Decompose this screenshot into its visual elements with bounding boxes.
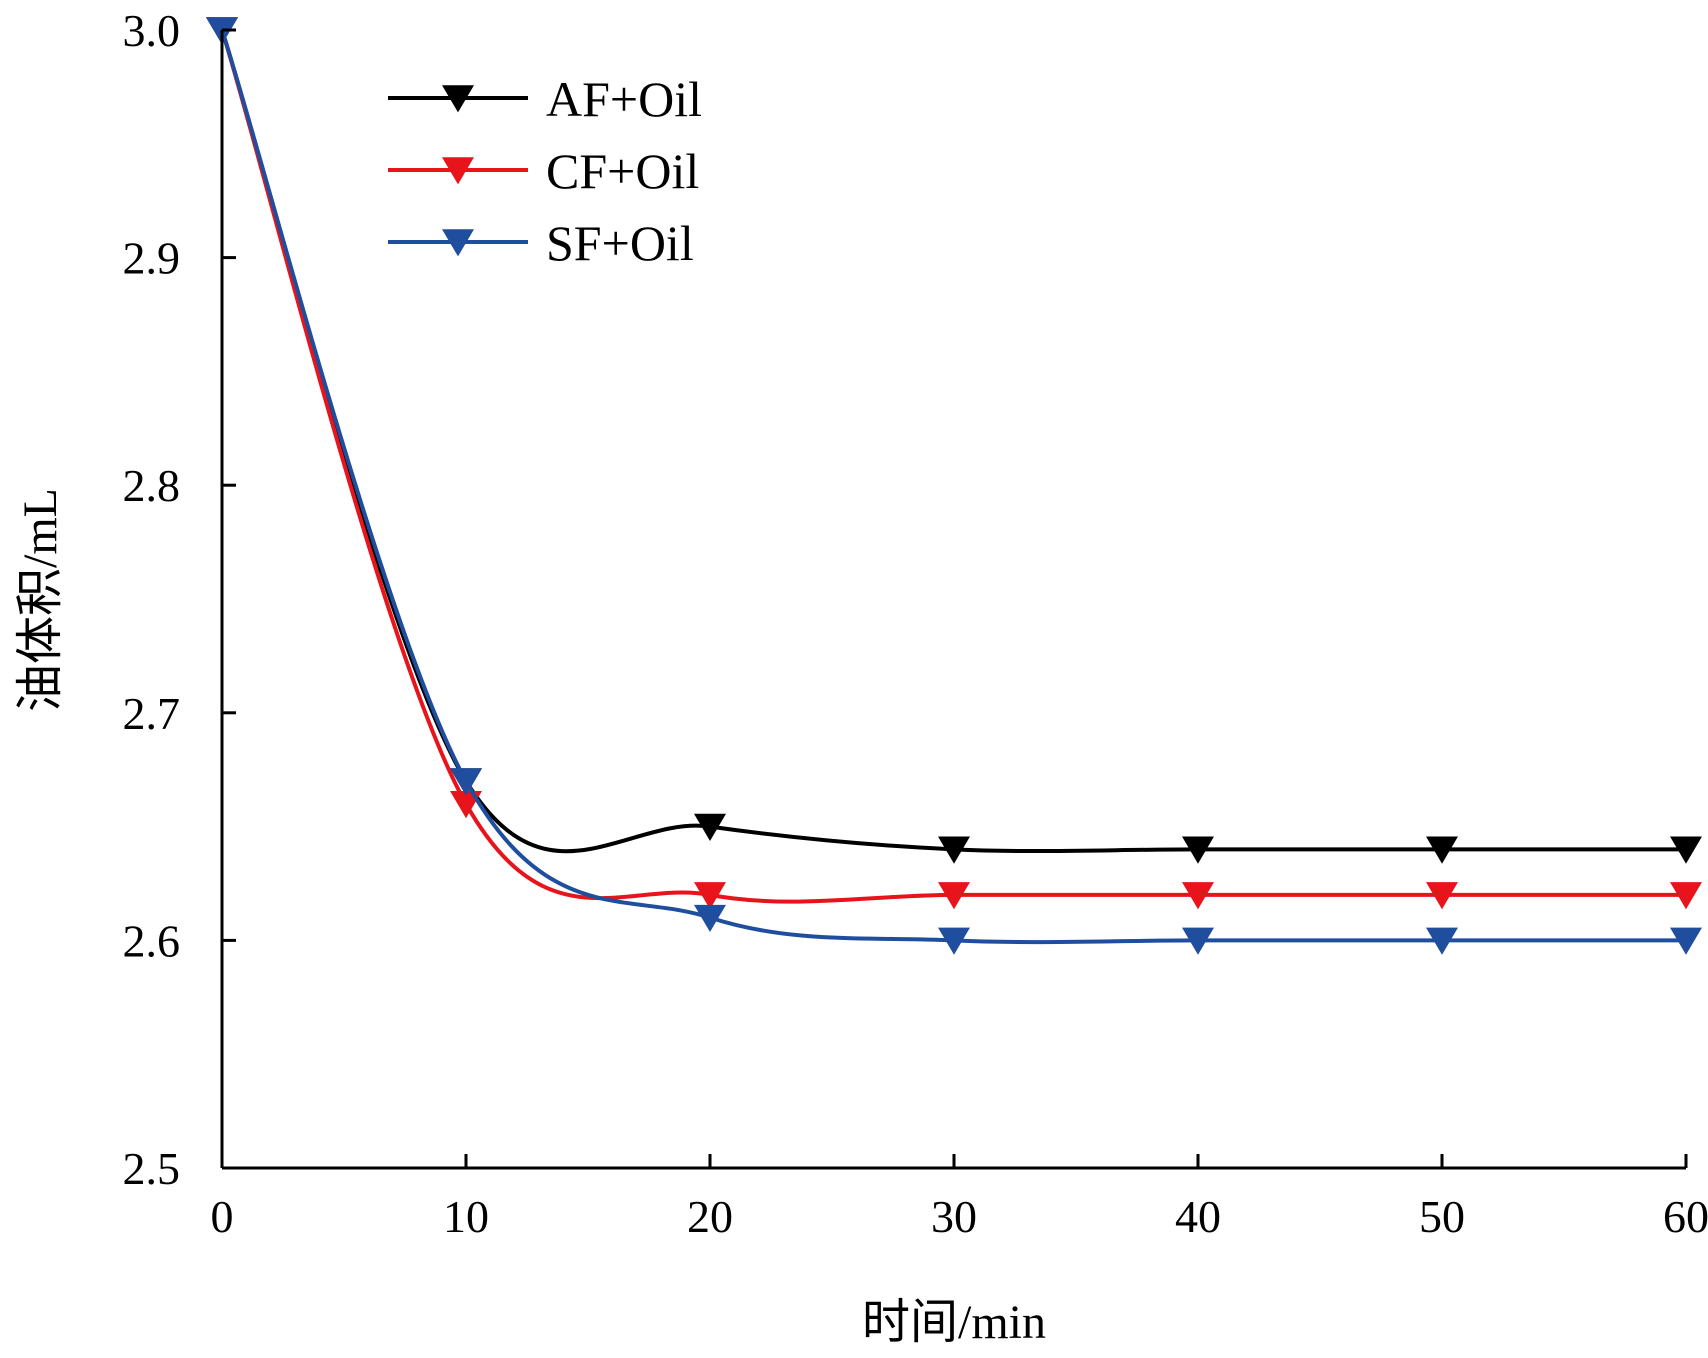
- x-tick-label: 10: [443, 1191, 489, 1242]
- data-point-marker: [1670, 882, 1702, 910]
- legend-item: CF+Oil: [388, 143, 699, 199]
- legend: AF+Oil CF+Oil SF+Oil: [388, 71, 702, 271]
- legend-label: SF+Oil: [546, 215, 694, 271]
- data-point-marker: [938, 882, 970, 910]
- legend-item: SF+Oil: [388, 215, 694, 271]
- legend-label: CF+Oil: [546, 143, 699, 199]
- y-tick-label: 2.9: [123, 233, 181, 284]
- data-point-marker: [1670, 836, 1702, 864]
- y-tick-label: 2.7: [123, 688, 181, 739]
- data-point-marker: [1182, 836, 1214, 864]
- data-point-marker: [1670, 927, 1702, 955]
- series-cf-oil: [206, 17, 1702, 910]
- y-ticks: 2.5 2.6 2.7 2.8 2.9 3.0: [123, 5, 236, 1194]
- x-tick-label: 0: [211, 1191, 234, 1242]
- data-point-marker: [1426, 836, 1458, 864]
- series-line: [220, 29, 1686, 854]
- y-axis-title: 油体积/mL: [14, 488, 67, 712]
- data-point-marker: [1426, 882, 1458, 910]
- legend-marker: [442, 229, 474, 257]
- data-point-marker: [694, 882, 726, 910]
- x-tick-label: 20: [687, 1191, 733, 1242]
- x-axis-title: 时间/min: [862, 1296, 1046, 1349]
- legend-item: AF+Oil: [388, 71, 702, 127]
- y-tick-label: 3.0: [123, 5, 181, 56]
- legend-marker: [442, 157, 474, 185]
- data-point-marker: [938, 836, 970, 864]
- x-tick-label: 40: [1175, 1191, 1221, 1242]
- x-tick-label: 50: [1419, 1191, 1465, 1242]
- series-af-oil: [206, 17, 1702, 864]
- data-point-marker: [938, 927, 970, 955]
- y-tick-label: 2.6: [123, 915, 181, 966]
- data-point-marker: [1182, 927, 1214, 955]
- y-tick-label: 2.8: [123, 460, 181, 511]
- series-line: [220, 29, 1686, 945]
- x-ticks: 0 10 20 30 40 50 60: [211, 1154, 1708, 1242]
- axes: [220, 30, 1686, 1170]
- series-layer: [206, 17, 1702, 955]
- series-sf-oil: [206, 17, 1702, 955]
- x-tick-label: 30: [931, 1191, 977, 1242]
- data-point-marker: [694, 904, 726, 933]
- data-point-marker: [1182, 882, 1214, 910]
- data-point-marker: [1426, 927, 1458, 955]
- x-tick-label: 60: [1663, 1191, 1708, 1242]
- legend-label: AF+Oil: [546, 71, 702, 127]
- series-line: [220, 29, 1686, 904]
- y-tick-label: 2.5: [123, 1143, 181, 1194]
- data-point-marker: [694, 813, 726, 841]
- data-point-marker: [450, 768, 482, 796]
- legend-marker: [442, 85, 474, 113]
